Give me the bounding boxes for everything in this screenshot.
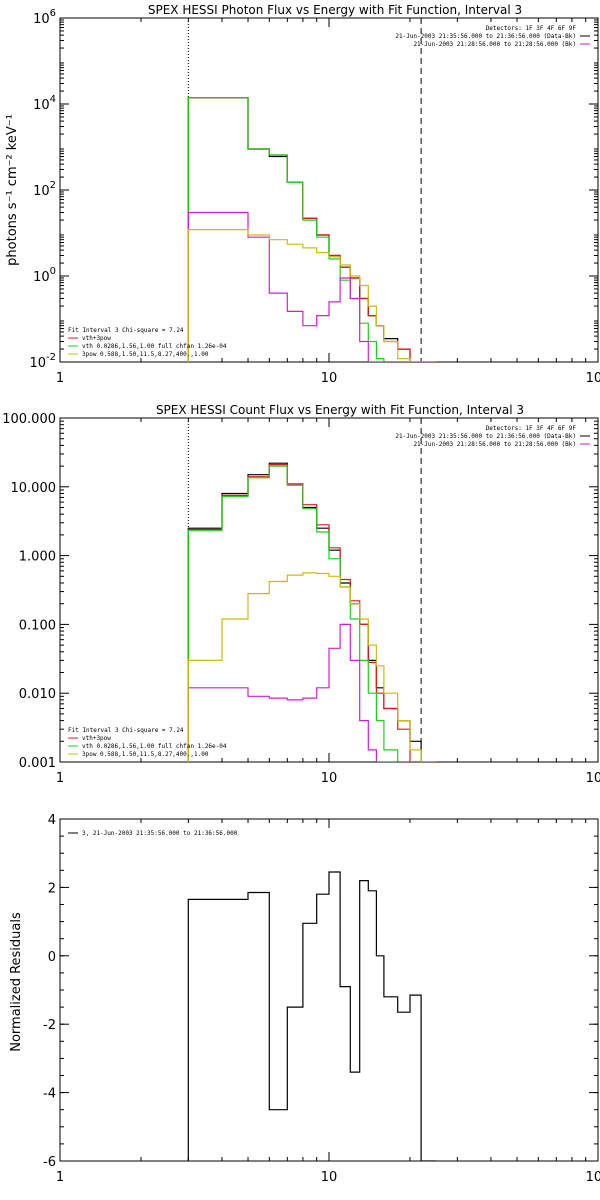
residuals-panel: Normalized Residuals 1 10 100 -6 -4 -2 0 2 4 3, … [9,813,600,1185]
legend-entry: 21-Jun-2003 21:35:56.000 to 21:36:56.000… [395,433,576,440]
x-tick-label: 100 [586,1170,600,1185]
y-tick-label: 4 [48,813,56,828]
legend-entry: 3, 21-Jun-2003 21:35:56.000 to 21:36:56.… [82,830,238,837]
y-tick-label: 10-2 [29,352,56,371]
legend-entry: 21-Jun-2003 21:28:56.000 to 21:28:56.000… [413,41,576,48]
y-tick-label: 0.100 [19,618,56,633]
y-tick-label: 100.000 [2,412,56,427]
legend-entry: vth+3pow [82,735,111,742]
legend-entry: vth 0.0286,1.56,1.00 full chfan 1.26e-04 [82,743,227,750]
legend-entry: 3pow 0.588,1.50,11.5,8.27,400.,1.00 [82,351,209,358]
legend-entry: 21-Jun-2003 21:35:56.000 to 21:36:56.000… [395,33,576,40]
y-tick-label: -6 [43,1155,56,1170]
legend-entry: Fit Interval 3 Chi-square = 7.24 [68,327,184,334]
y-axis-label: photons s⁻¹ cm⁻² keV⁻¹ [5,114,20,266]
x-tick-label: 10 [321,771,338,786]
plot-frame [59,818,599,1162]
y-tick-label: -2 [43,1018,56,1033]
series-line-3 [187,211,436,362]
x-tick-label: 100 [586,371,600,386]
legend-entry: 3pow 0.588,1.50,11.5,8.27,400.,1.00 [82,751,209,758]
series-line-4 [187,572,436,762]
series-line-2 [187,465,436,762]
series-line-4 [187,229,436,362]
y-tick-label: 104 [33,94,56,113]
photon-flux-panel: SPEX HESSI Photon Flux vs Energy with Fi… [5,3,600,386]
y-tick-label: -4 [43,1087,56,1102]
x-tick-label: 100 [586,771,600,786]
x-tick-label: 10 [321,371,338,386]
y-tick-label: 10.000 [11,481,57,496]
legend-entry: Detectors: 1F 3F 4F 6F 9F [486,25,577,32]
legend-entry: Detectors: 1F 3F 4F 6F 9F [486,425,577,432]
panel-title: SPEX HESSI Count Flux vs Energy with Fit… [156,403,524,417]
legend-entry: vth+3pow [82,335,111,342]
series-line-0 [187,871,436,1161]
y-tick-label: 0.010 [19,687,56,702]
y-tick-label: 2 [48,881,56,896]
legend-entry: Fit Interval 3 Chi-square = 7.24 [68,727,184,734]
series-line-3 [187,623,436,762]
y-tick-label: 0.001 [19,756,56,771]
series-line-0 [187,462,436,762]
x-tick-label: 1 [56,771,64,786]
y-tick-label: 1.000 [19,550,56,565]
y-tick-label: 0 [48,950,56,965]
x-tick-label: 1 [56,371,64,386]
y-tick-label: 100 [33,266,56,285]
panel-title: SPEX HESSI Photon Flux vs Energy with Fi… [148,3,522,17]
x-tick-label: 1 [56,1170,64,1185]
count-flux-panel: SPEX HESSI Count Flux vs Energy with Fit… [2,403,600,786]
y-axis-label: Normalized Residuals [9,912,24,1052]
plot-frame [59,417,599,763]
legend-entry: vth 0.0286,1.56,1.00 full chfan 1.26e-04 [82,343,227,350]
legend-entry: 21-Jun-2003 21:28:56.000 to 21:28:56.000… [413,441,576,448]
x-tick-label: 10 [321,1170,338,1185]
y-tick-label: 102 [33,180,56,199]
y-tick-label: 106 [33,8,56,27]
